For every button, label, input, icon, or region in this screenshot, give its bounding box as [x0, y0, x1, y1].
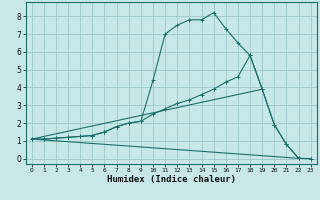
X-axis label: Humidex (Indice chaleur): Humidex (Indice chaleur)	[107, 175, 236, 184]
